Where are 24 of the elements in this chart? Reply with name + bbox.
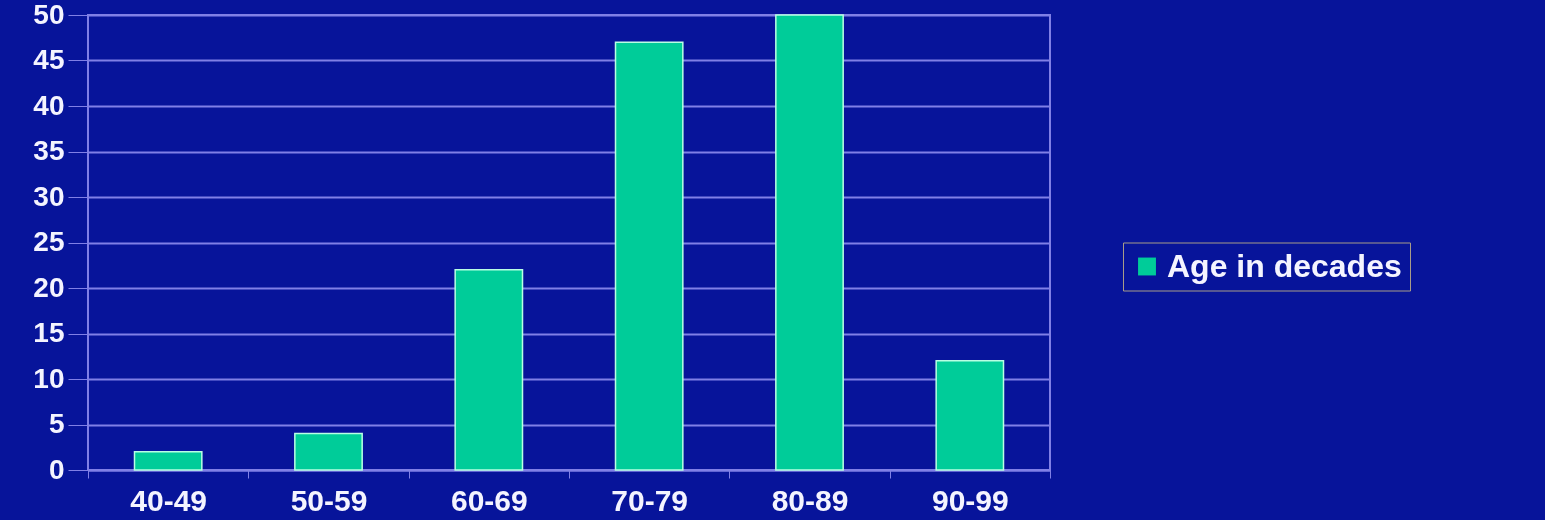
y-tick-label: 0	[48, 453, 65, 485]
y-tick-label: 10	[33, 362, 65, 394]
x-tick-label: 70-79	[611, 483, 689, 517]
x-tick-label: 80-89	[771, 483, 849, 517]
y-tick-label: 35	[33, 135, 65, 166]
bar	[935, 360, 1005, 471]
x-tick-label: 50-59	[290, 483, 368, 517]
x-tick-label: 90-99	[931, 483, 1009, 517]
bar	[133, 451, 203, 471]
y-tick-label: 15	[33, 317, 65, 348]
x-tick-label: 40-49	[130, 483, 208, 517]
y-tick-label: 45	[33, 44, 65, 75]
y-tick-label: 30	[33, 180, 65, 212]
y-tick-label: 25	[33, 226, 65, 257]
y-tick-label: 20	[33, 271, 65, 303]
legend-label: Age in decades	[1167, 247, 1402, 284]
x-tick-label: 60-69	[450, 483, 528, 517]
bar	[775, 14, 844, 471]
y-tick-label: 40	[33, 89, 65, 121]
y-tick-label: 50	[33, 0, 65, 30]
bar	[294, 432, 363, 471]
bar	[614, 41, 684, 471]
bar	[454, 269, 524, 471]
y-tick-label: 5	[48, 408, 65, 439]
